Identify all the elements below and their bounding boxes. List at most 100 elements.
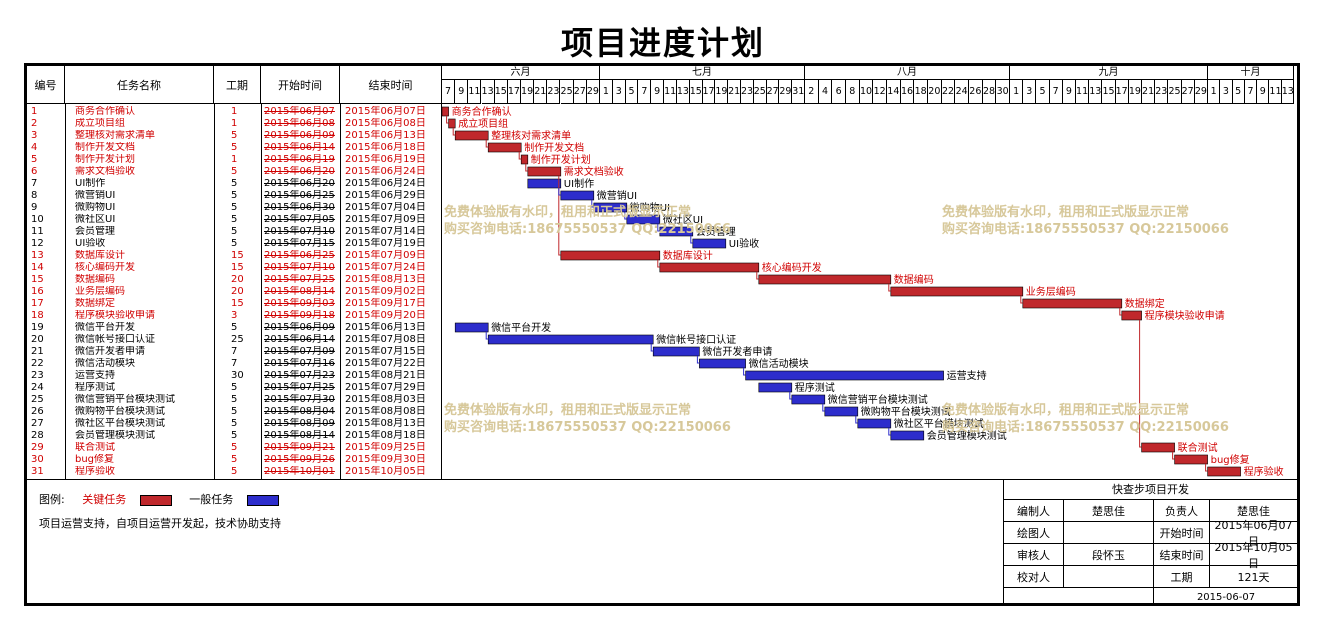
- table-row[interactable]: 23 运营支持 30 2015年07月23 2015年08月21日: [27, 370, 442, 382]
- gantt-bar[interactable]: [527, 178, 562, 189]
- dependency-line: [1020, 296, 1023, 304]
- table-row[interactable]: 29 联合测试 5 2015年09月21 2015年09月25日: [27, 442, 442, 454]
- task-id: 27: [31, 418, 44, 429]
- task-end: 2015年06月08日: [345, 118, 426, 129]
- gantt-bar[interactable]: [487, 334, 654, 345]
- gantt-bar[interactable]: [692, 238, 727, 249]
- table-row[interactable]: 19 微信平台开发 5 2015年06月09 2015年06月13日: [27, 322, 442, 334]
- table-row[interactable]: 26 微购物平台模块测试 5 2015年08月04 2015年08月08日: [27, 406, 442, 418]
- table-row[interactable]: 14 核心编码开发 15 2015年07月10 2015年07月24日: [27, 262, 442, 274]
- task-id: 19: [31, 322, 44, 333]
- table-row[interactable]: 1 商务合作确认 1 2015年06月07 2015年06月07日: [27, 106, 442, 118]
- gantt-bar[interactable]: [824, 406, 859, 417]
- task-id: 29: [31, 442, 44, 453]
- gantt-bar[interactable]: [659, 262, 760, 273]
- day-header: 3: [1023, 80, 1037, 104]
- gantt-bar[interactable]: [442, 106, 449, 117]
- table-row[interactable]: 27 微社区平台模块测试 5 2015年08月09 2015年08月13日: [27, 418, 442, 430]
- gantt-bar[interactable]: [857, 418, 892, 429]
- table-row[interactable]: 24 程序测试 5 2015年07月25 2015年07月29日: [27, 382, 442, 394]
- gantt-bar[interactable]: [487, 142, 522, 153]
- table-row[interactable]: 7 UI制作 5 2015年06月20 2015年06月24日: [27, 178, 442, 190]
- task-duration: 15: [231, 250, 244, 261]
- task-id: 8: [31, 190, 38, 201]
- gantt-bar[interactable]: [699, 358, 746, 369]
- gantt-bar[interactable]: [454, 130, 489, 141]
- gantt-bar-label: 微信帐号接口认证: [656, 333, 736, 346]
- gantt-bar[interactable]: [454, 322, 489, 333]
- gantt-bar[interactable]: [890, 430, 925, 441]
- gantt-bar-label: bug修复: [1211, 453, 1250, 466]
- day-header: 10: [859, 80, 874, 104]
- task-id: 18: [31, 310, 44, 321]
- gantt-frame: 编号 任务名称 工期 开始时间 结束时间 六月 7 9 11 13 15 17 19 21 23 2…: [24, 63, 1300, 606]
- day-header: 3: [612, 80, 626, 104]
- gantt-bar[interactable]: [1121, 310, 1142, 321]
- table-row[interactable]: 17 数据绑定 15 2015年09月03 2015年09月17日: [27, 298, 442, 310]
- table-row[interactable]: 6 需求文档验收 5 2015年06月20 2015年06月24日: [27, 166, 442, 178]
- gantt-bar[interactable]: [758, 274, 892, 285]
- info-reviewer-label: 审核人: [1004, 544, 1064, 566]
- table-row[interactable]: 5 制作开发计划 1 2015年06月19 2015年06月19日: [27, 154, 442, 166]
- gantt-bar-label: 成立项目组: [458, 117, 508, 130]
- task-end: 2015年07月24日: [345, 262, 426, 273]
- table-row[interactable]: 28 会员管理模块测试 5 2015年08月14 2015年08月18日: [27, 430, 442, 442]
- table-row[interactable]: 21 微信开发者申请 7 2015年07月09 2015年07月15日: [27, 346, 442, 358]
- month-header: 八月: [805, 66, 1010, 80]
- table-row[interactable]: 9 微购物UI 5 2015年06月30 2015年07月04日: [27, 202, 442, 214]
- gantt-bar[interactable]: [1174, 454, 1208, 465]
- day-header: 29: [586, 80, 600, 104]
- dependency-line: [696, 356, 700, 364]
- table-row[interactable]: 30 bug修复 5 2015年09月26 2015年09月30日: [27, 454, 442, 466]
- table-row[interactable]: 18 程序模块验收申请 3 2015年09月18 2015年09月20日: [27, 310, 442, 322]
- col-sep: [441, 104, 442, 480]
- gantt-bar[interactable]: [560, 250, 661, 261]
- table-row[interactable]: 22 微信活动模块 7 2015年07月16 2015年07月22日: [27, 358, 442, 370]
- table-row[interactable]: 2 成立项目组 1 2015年06月08 2015年06月08日: [27, 118, 442, 130]
- gantt-bar[interactable]: [520, 154, 529, 165]
- gantt-bar-label: 微信开发者申请: [702, 345, 772, 358]
- task-duration: 5: [231, 406, 238, 417]
- day-header: 6: [832, 80, 846, 104]
- table-row[interactable]: 25 微信营销平台模块测试 5 2015年07月30 2015年08月03日: [27, 394, 442, 406]
- task-start: 2015年07月09: [264, 346, 335, 357]
- task-duration: 5: [231, 442, 238, 453]
- table-row[interactable]: 11 会员管理 5 2015年07月10 2015年07月14日: [27, 226, 442, 238]
- task-end: 2015年09月30日: [345, 454, 426, 465]
- table-row[interactable]: 10 微社区UI 5 2015年07月05 2015年07月09日: [27, 214, 442, 226]
- gantt-bar[interactable]: [791, 394, 826, 405]
- table-row[interactable]: 20 微信帐号接口认证 25 2015年06月14 2015年07月08日: [27, 334, 442, 346]
- gantt-bar[interactable]: [745, 370, 944, 381]
- gantt-bar[interactable]: [1207, 466, 1241, 477]
- day-header: 11: [468, 80, 482, 104]
- table-row[interactable]: 12 UI验收 5 2015年07月15 2015年07月19日: [27, 238, 442, 250]
- gantt-bar[interactable]: [758, 382, 793, 393]
- table-row[interactable]: 3 整理核对需求清单 5 2015年06月09 2015年06月13日: [27, 130, 442, 142]
- table-row[interactable]: 13 数据库设计 15 2015年06月25 2015年07月09日: [27, 250, 442, 262]
- table-row[interactable]: 15 数据编码 20 2015年07月25 2015年08月13日: [27, 274, 442, 286]
- gantt-bar[interactable]: [652, 346, 700, 357]
- day-header: 19: [1128, 80, 1142, 104]
- table-row[interactable]: 4 制作开发文档 5 2015年06月14 2015年06月18日: [27, 142, 442, 154]
- gantt-bar[interactable]: [448, 118, 456, 129]
- table-row[interactable]: 31 程序验收 5 2015年10月01 2015年10月05日: [27, 466, 442, 478]
- table-row[interactable]: 8 微营销UI 5 2015年06月25 2015年06月29日: [27, 190, 442, 202]
- gantt-bar[interactable]: [890, 286, 1024, 297]
- gantt-bar[interactable]: [1022, 298, 1123, 309]
- gantt-bar-label: 微社区UI: [663, 213, 703, 226]
- day-header: 24: [955, 80, 969, 104]
- task-end: 2015年07月29日: [345, 382, 426, 393]
- gantt-bar[interactable]: [1141, 442, 1175, 453]
- dependency-line: [855, 416, 858, 424]
- task-duration: 5: [231, 190, 238, 201]
- gantt-bar-label: 联合测试: [1178, 441, 1218, 454]
- gantt-bar[interactable]: [527, 166, 562, 177]
- gantt-bar[interactable]: [560, 190, 595, 201]
- gantt-bar-label: 整理核对需求清单: [491, 129, 571, 142]
- day-header: 1: [600, 80, 613, 104]
- gantt-bar-label: UI制作: [564, 177, 594, 190]
- table-row[interactable]: 16 业务层编码 20 2015年08月14 2015年09月02日: [27, 286, 442, 298]
- gantt-bar-label: 需求文档验收: [564, 165, 624, 178]
- dependency-line: [525, 164, 528, 172]
- info-owner-label: 负责人: [1154, 500, 1210, 522]
